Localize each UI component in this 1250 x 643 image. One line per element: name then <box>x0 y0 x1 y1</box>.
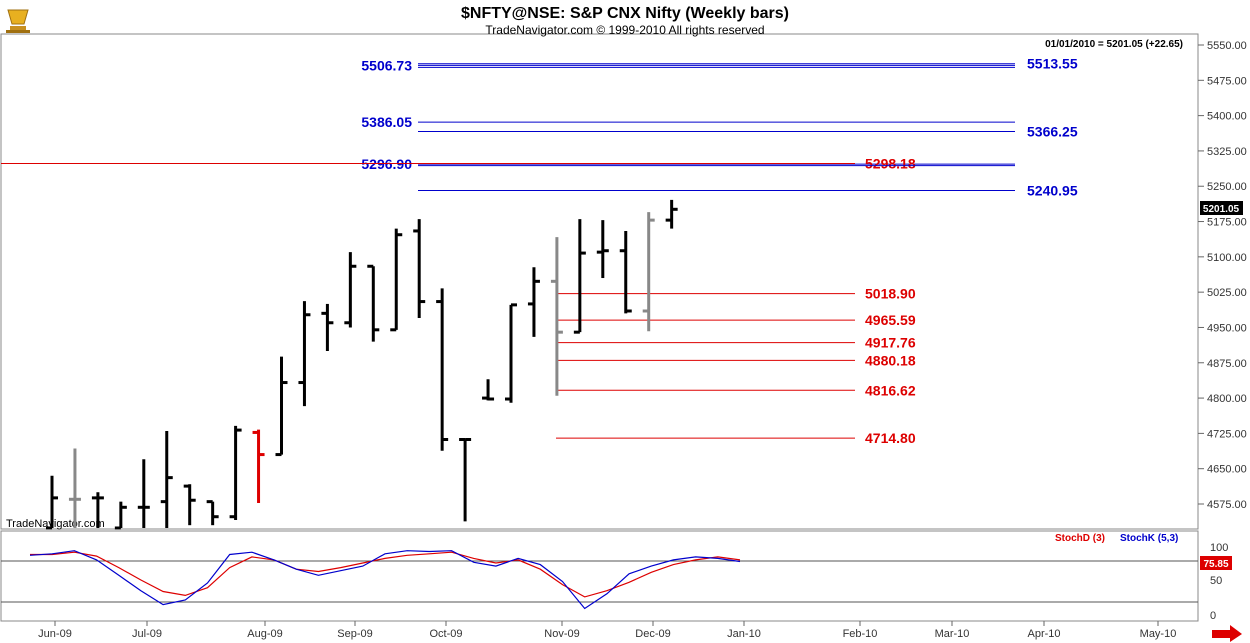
x-tick-label: Aug-09 <box>247 628 282 640</box>
level-label: 5298.18 <box>865 156 916 172</box>
x-tick-label: Apr-10 <box>1027 628 1060 640</box>
level-label: 4917.76 <box>865 335 916 351</box>
stoch-series-line <box>30 551 741 598</box>
stoch-tick-100: 100 <box>1210 542 1228 554</box>
level-label: 4880.18 <box>865 352 916 368</box>
watermark: TradeNavigator.com <box>6 518 105 530</box>
y-tick-label: 4875.00 <box>1207 358 1247 370</box>
level-label: 4816.62 <box>865 382 916 398</box>
level-label: 5240.95 <box>1027 182 1078 198</box>
x-tick-label: Jan-10 <box>727 628 761 640</box>
y-tick-label: 5025.00 <box>1207 287 1247 299</box>
y-tick-label: 5550.00 <box>1207 40 1247 52</box>
stoch-tick-0: 0 <box>1210 610 1216 622</box>
x-tick-label: May-10 <box>1140 628 1177 640</box>
stoch-tick-50: 50 <box>1210 575 1222 587</box>
stoch-series-line <box>29 550 741 610</box>
level-label: 5366.25 <box>1027 124 1078 140</box>
x-tick-label: Jun-09 <box>38 628 72 640</box>
scroll-right-arrow-icon[interactable] <box>1212 625 1242 642</box>
y-tick-label: 4575.00 <box>1207 499 1247 511</box>
y-tick-label: 5400.00 <box>1207 111 1247 123</box>
stoch-panel-frame <box>0 530 1199 622</box>
level-label: 5296.90 <box>361 156 412 172</box>
stoch-value-tag-text: 75.85 <box>1203 559 1228 570</box>
y-tick-label: 5325.00 <box>1207 146 1247 158</box>
y-tick-label: 5100.00 <box>1207 252 1247 264</box>
stochd-legend: StochD (3) <box>1055 533 1105 544</box>
y-tick-label: 4650.00 <box>1207 464 1247 476</box>
x-tick-label: Sep-09 <box>337 628 372 640</box>
price-tag <box>1200 201 1243 215</box>
y-tick-label: 4725.00 <box>1207 428 1247 440</box>
y-tick-label: 4950.00 <box>1207 322 1247 334</box>
price-panel-frame <box>0 33 1199 530</box>
chart-subtitle: TradeNavigator.com © 1999-2010 All right… <box>485 23 764 37</box>
x-tick-label: Oct-09 <box>429 628 462 640</box>
bars-layer <box>46 199 678 530</box>
level-label: 5506.73 <box>361 57 412 73</box>
level-label: 4714.80 <box>865 430 916 446</box>
level-label: 5018.90 <box>865 286 916 302</box>
y-tick-label: 5250.00 <box>1207 181 1247 193</box>
x-axis: Jun-09 Jul-09 Aug-09 Sep-09 Oct-09 Nov-09 Dec-… <box>38 621 1176 640</box>
stochk-legend: StochK (5,3) <box>1120 533 1178 544</box>
levels-layer: 5506.73 5513.55 5386.05 5366.25 5296.90 5240.… <box>1 56 1078 446</box>
x-tick-label: Feb-10 <box>843 628 878 640</box>
x-tick-label: Nov-09 <box>544 628 579 640</box>
y-tick-label: 5175.00 <box>1207 217 1247 229</box>
level-label: 4965.59 <box>865 312 916 328</box>
price-info: 01/01/2010 = 5201.05 (+22.65) <box>1045 39 1183 50</box>
price-tag-text: 5201.05 <box>1203 204 1240 215</box>
y-tick-label: 5475.00 <box>1207 75 1247 87</box>
stoch-value-tag <box>1200 556 1232 570</box>
level-label: 5386.05 <box>361 114 412 130</box>
y-tick-label: 4800.00 <box>1207 393 1247 405</box>
y-axis: 5550.00 5475.00 5400.00 5325.00 5250.00 5175.… <box>1198 40 1247 511</box>
x-tick-label: Dec-09 <box>635 628 670 640</box>
x-tick-label: Mar-10 <box>935 628 970 640</box>
stoch-layer <box>1 550 1198 610</box>
chart-title: $NFTY@NSE: S&P CNX Nifty (Weekly bars) <box>461 5 789 22</box>
trophy-icon <box>6 9 30 33</box>
level-label: 5513.55 <box>1027 56 1078 72</box>
x-tick-label: Jul-09 <box>132 628 162 640</box>
